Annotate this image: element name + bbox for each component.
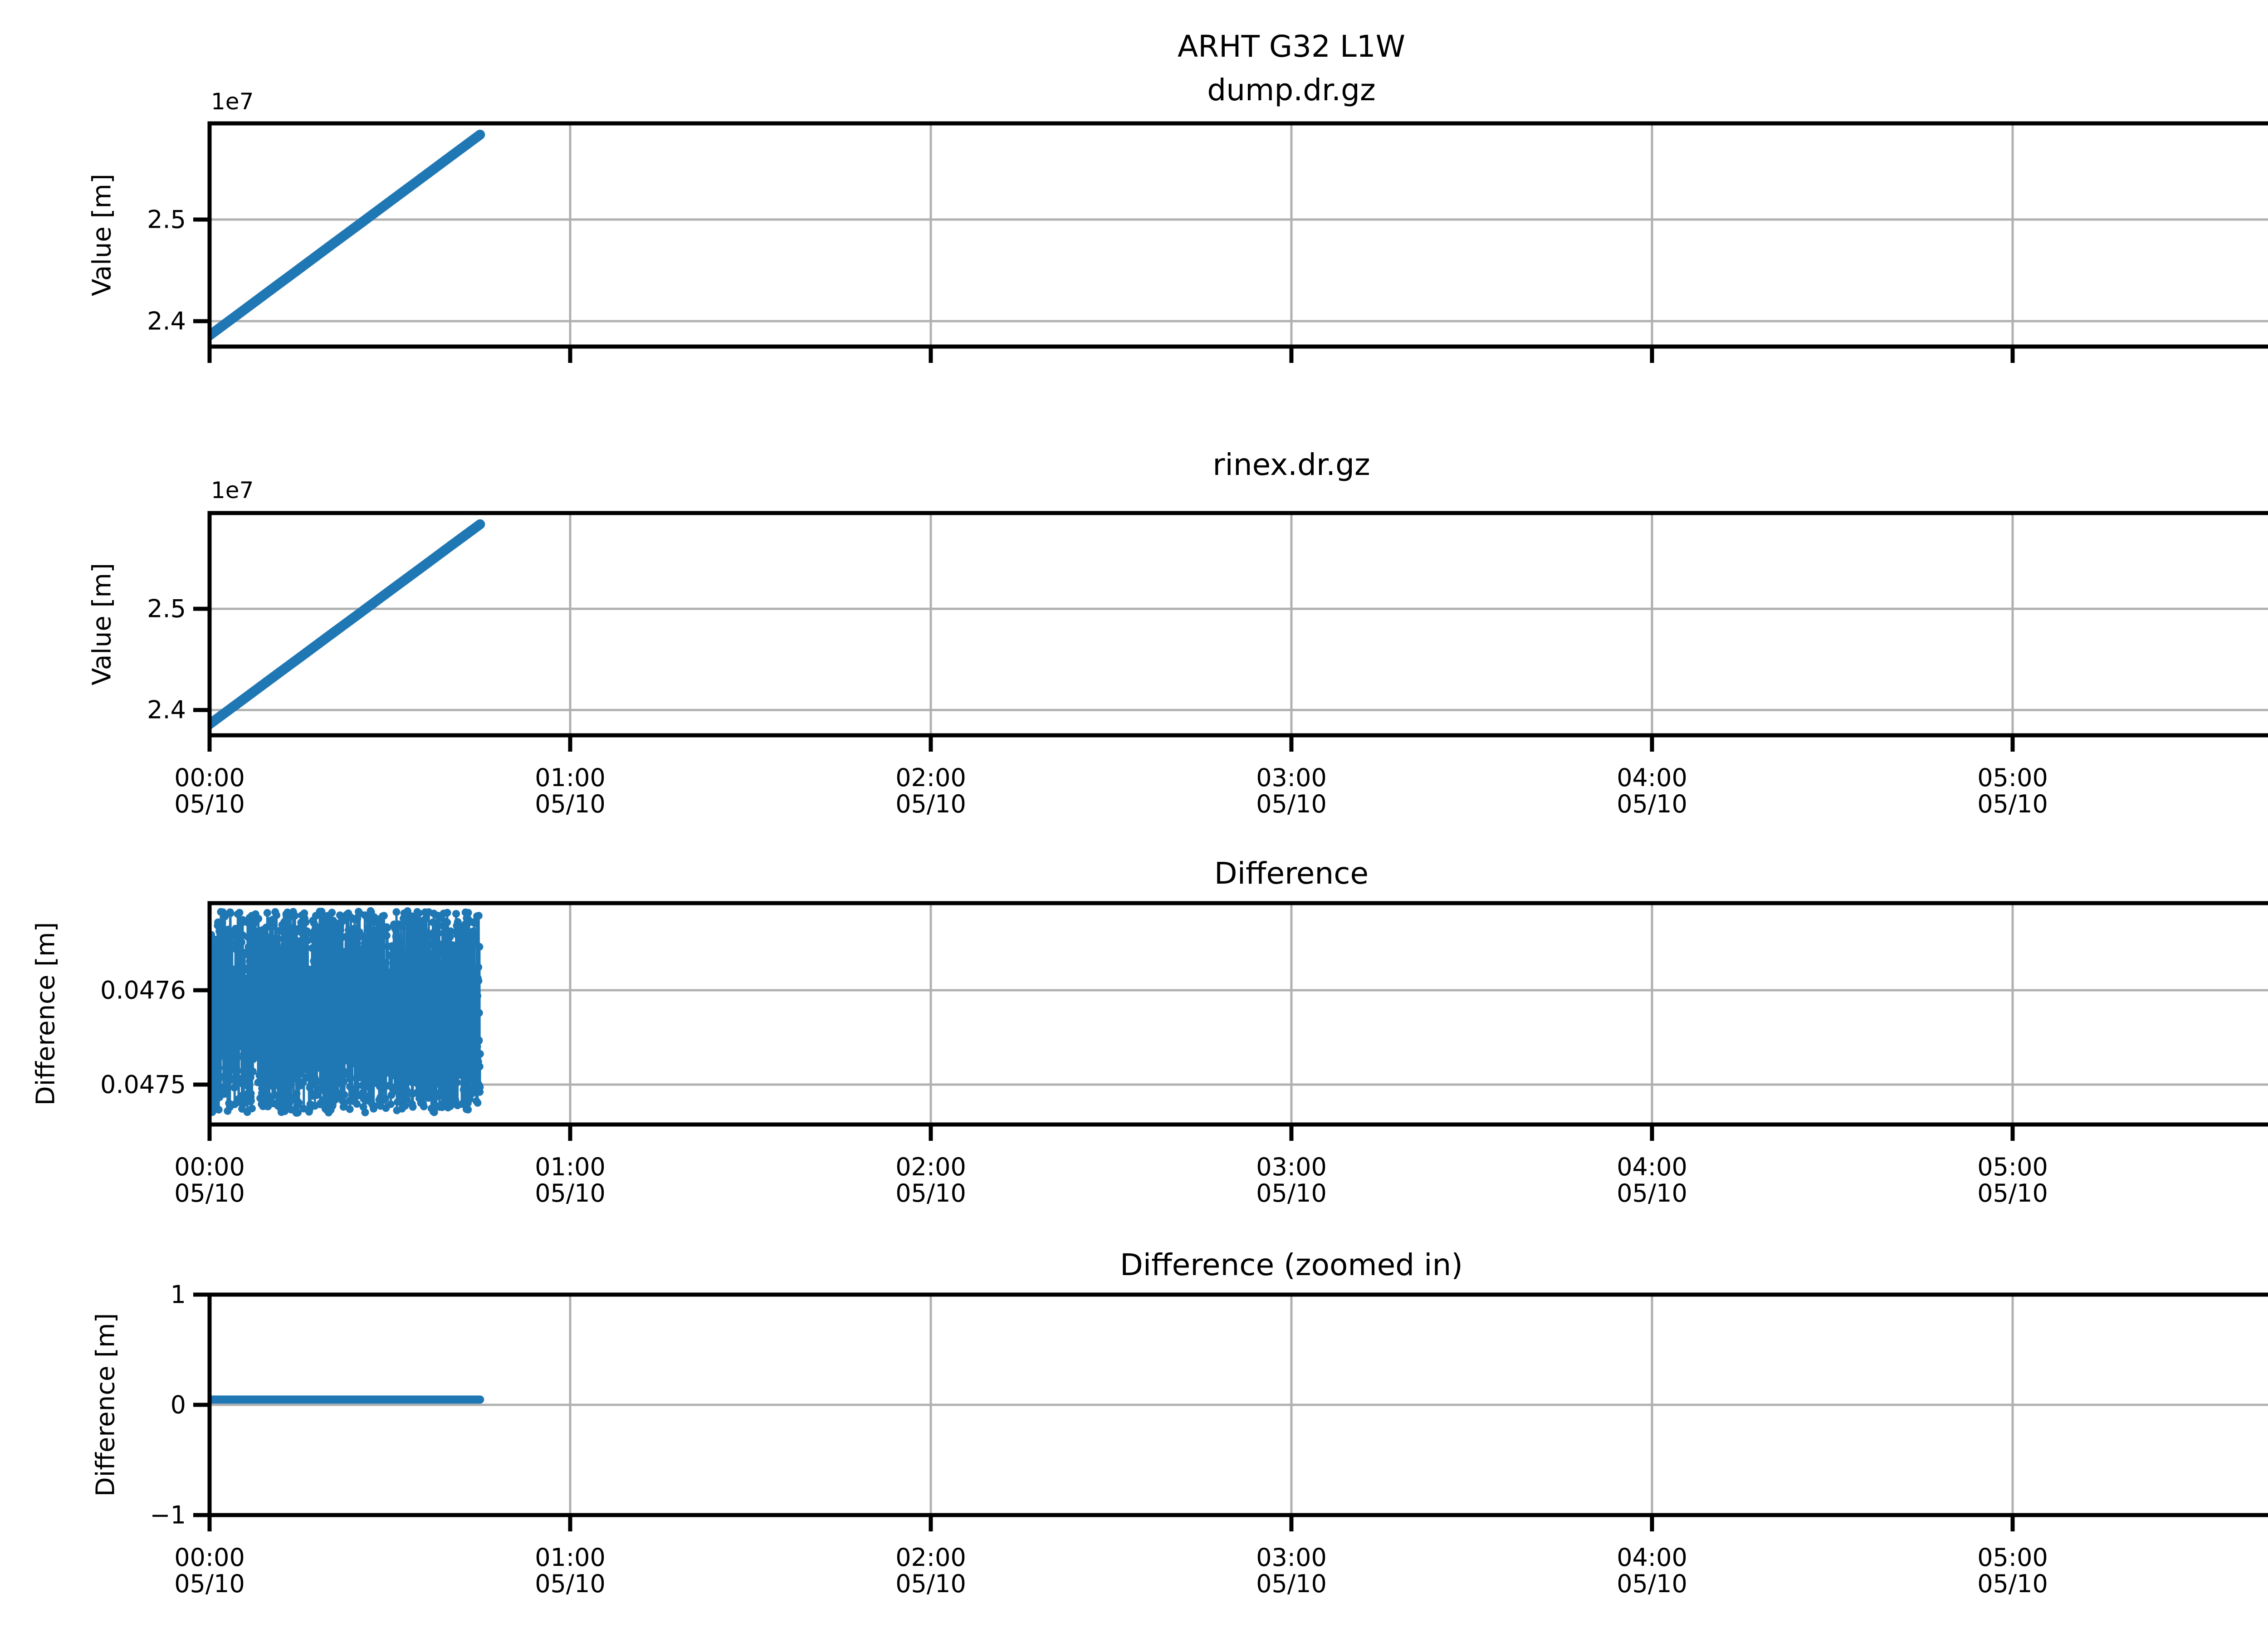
y-tick-label: 0.0475 (100, 1070, 186, 1099)
x-tick-label-date: 05/10 (535, 1179, 606, 1208)
x-tick-label-time: 01:00 (535, 1543, 606, 1572)
x-tick-label-date: 05/10 (895, 1569, 966, 1598)
subplot-dump-title: dump.dr.gz (1207, 73, 1376, 108)
difference-noise-markers (210, 907, 484, 1117)
x-tick-label-time: 04:00 (1617, 1543, 1687, 1572)
rinex-offset-text: 1e7 (211, 477, 254, 504)
x-tick-label-time: 03:00 (1256, 763, 1327, 792)
rinex-data-line (210, 519, 485, 729)
x-tick-label-time: 03:00 (1256, 1153, 1327, 1181)
x-tick-label-date: 05/10 (895, 790, 966, 818)
x-tick-label-date: 05/10 (1977, 1569, 2048, 1598)
x-tick-label-date: 05/10 (174, 1569, 245, 1598)
series-group-dump (210, 129, 485, 341)
y-tick-label: 2.4 (147, 695, 186, 724)
x-tick-label-time: 00:00 (174, 1543, 245, 1572)
y-tick-label: 1 (170, 1280, 186, 1309)
x-tick-label-time: 05:00 (1977, 1543, 2048, 1572)
figure-suptitle: ARHT G32 L1W (1177, 29, 1406, 64)
x-tick-label-date: 05/10 (174, 1179, 245, 1208)
x-tick-label-date: 05/10 (1617, 1569, 1687, 1598)
x-tick-label-time: 00:00 (174, 1153, 245, 1181)
x-tick-label-date: 05/10 (1617, 1179, 1687, 1208)
series-group-difference (210, 907, 484, 1117)
y-tick-label: 2.4 (147, 307, 186, 336)
rinex-y-axis-label: Value [m] (87, 563, 117, 685)
y-tick-label: 2.5 (147, 594, 186, 623)
series-group-rinex (210, 519, 485, 729)
x-tick-label-time: 05:00 (1977, 1153, 2048, 1181)
x-tick-label-date: 05/10 (1977, 1179, 2048, 1208)
dump-offset-text: 1e7 (211, 88, 254, 115)
x-tick-label-time: 04:00 (1617, 763, 1687, 792)
subplot-difference-title: Difference (1214, 856, 1369, 891)
y-tick-label: 0 (170, 1390, 186, 1419)
y-tick-label: 0.0476 (100, 976, 186, 1005)
x-tick-label-time: 02:00 (895, 763, 966, 792)
x-tick-label-time: 02:00 (895, 1153, 966, 1181)
axes-spines (207, 121, 2268, 349)
dump-data-line (210, 129, 485, 341)
subplot-rinex-title: rinex.dr.gz (1212, 447, 1370, 482)
x-tick-label-date: 05/10 (895, 1179, 966, 1208)
x-tick-label-date: 05/10 (1617, 790, 1687, 818)
x-tick-label-time: 02:00 (895, 1543, 966, 1572)
x-tick-label-time: 00:00 (174, 763, 245, 792)
x-tick-label-date: 05/10 (535, 790, 606, 818)
x-tick-label-date: 05/10 (535, 1569, 606, 1598)
x-tick-label-date: 05/10 (1256, 790, 1327, 818)
x-tick-label-date: 05/10 (174, 790, 245, 818)
x-tick-label-time: 05:00 (1977, 763, 2048, 792)
x-tick-label-date: 05/10 (1256, 1179, 1327, 1208)
x-tick-label-time: 01:00 (535, 763, 606, 792)
x-tick-label-date: 05/10 (1977, 790, 2048, 818)
difference-y-axis-label: Difference [m] (31, 922, 61, 1106)
x-tick-label-time: 04:00 (1617, 1153, 1687, 1181)
y-tick-label: 2.5 (147, 205, 186, 234)
difference-zoomed-y-axis-label: Difference [m] (91, 1313, 121, 1497)
x-tick-label-time: 01:00 (535, 1153, 606, 1181)
axes-spines (207, 901, 2268, 1127)
subplot-difference-zoomed-title: Difference (zoomed in) (1119, 1247, 1463, 1282)
y-tick-label: −1 (150, 1501, 186, 1530)
axes-spines (207, 511, 2268, 738)
x-tick-label-time: 03:00 (1256, 1543, 1327, 1572)
dump-y-axis-label: Value [m] (87, 174, 117, 296)
x-tick-label-date: 05/10 (1256, 1569, 1327, 1598)
